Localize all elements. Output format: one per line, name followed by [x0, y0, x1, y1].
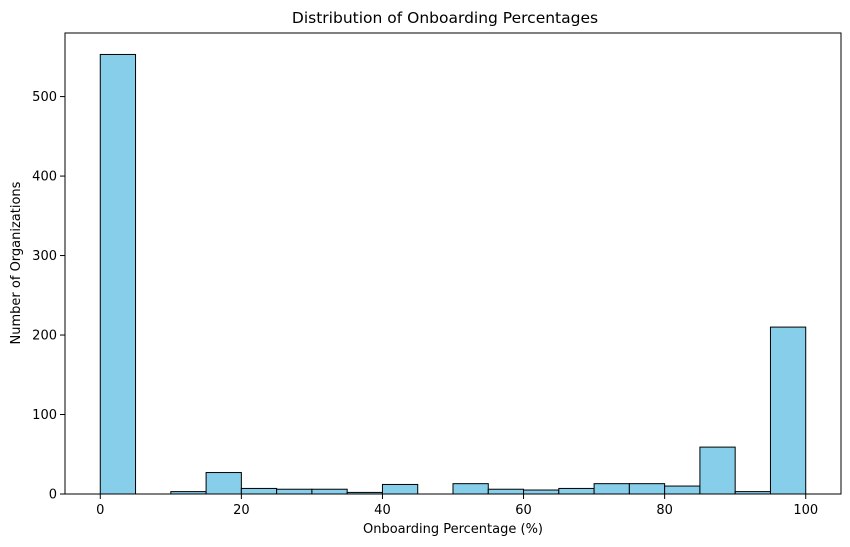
y-tick-label: 300: [32, 249, 57, 264]
y-tick-label: 100: [32, 408, 57, 423]
histogram-bar: [523, 489, 560, 495]
histogram-bar: [664, 485, 701, 495]
y-tick-label: 500: [32, 90, 57, 105]
histogram-bar: [99, 53, 137, 495]
x-tick-label: 20: [233, 503, 250, 518]
histogram-bar: [276, 488, 313, 495]
x-tick-label: 40: [374, 503, 391, 518]
histogram-bar: [628, 483, 666, 495]
histogram-bar: [240, 487, 278, 495]
histogram-bar: [593, 483, 630, 495]
histogram-bar: [699, 446, 736, 495]
x-tick-label: 80: [656, 503, 673, 518]
x-axis-label: Onboarding Percentage (%): [363, 522, 543, 537]
histogram-bar: [558, 487, 595, 495]
chart-title: Distribution of Onboarding Percentages: [292, 9, 598, 27]
y-tick-label: 200: [32, 329, 57, 344]
histogram-bar: [487, 488, 525, 495]
histogram-bar: [311, 488, 348, 495]
x-tick-label: 60: [515, 503, 532, 518]
y-tick-label: 400: [32, 170, 57, 185]
histogram-bar: [381, 483, 419, 495]
x-axis-ticks: 0 20 40 60 80 100: [96, 494, 818, 518]
y-axis-ticks: 0 100 200 300 400 500: [32, 90, 65, 503]
y-axis-label: Number of Organizations: [9, 181, 24, 344]
y-tick-label: 0: [49, 488, 57, 503]
x-tick-label: 100: [793, 503, 818, 518]
bars-group: [99, 53, 807, 495]
x-tick-label: 0: [96, 503, 104, 518]
histogram-bar: [769, 326, 807, 495]
plot-frame: [64, 32, 842, 495]
histogram-bar: [452, 483, 489, 495]
histogram-bar: [205, 472, 242, 495]
